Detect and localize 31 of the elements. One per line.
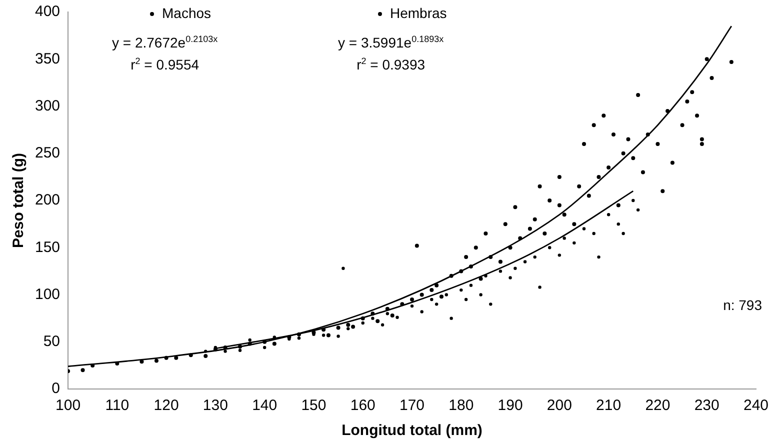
y-tick-label: 100 — [34, 286, 60, 303]
text: y = 3.5991e$^{0.1893x}$ r$^{2}$ = 0.9393 — [338, 34, 444, 72]
legend-label: Hembras — [390, 5, 447, 21]
y-tick-label: 200 — [34, 192, 60, 209]
x-tick-label: 230 — [694, 397, 720, 414]
y-tick-label: 400 — [34, 3, 60, 20]
x-tick-label: 210 — [596, 397, 622, 414]
x-tick-label: 220 — [645, 397, 670, 414]
annotation: n: 793 — [723, 296, 762, 314]
x-tick-label: 170 — [400, 397, 425, 414]
x-tick-label: 150 — [301, 397, 326, 414]
x-tick-label: 110 — [105, 397, 130, 414]
x-tick-label: 190 — [498, 397, 523, 414]
y-tick-label: 150 — [34, 238, 60, 256]
x-tick-label: 160 — [350, 397, 376, 414]
text: y = 2.7672e$^{0.2103x}$ r$^{2}$ = 0.9554 — [112, 34, 218, 72]
y-tick-label: 50 — [43, 333, 60, 350]
x-tick-label: 130 — [202, 397, 228, 414]
x-tick-label: 100 — [56, 397, 81, 414]
x-axis-title: Longitud total (mm) — [342, 422, 482, 440]
x-tick-label: 200 — [546, 397, 572, 414]
x-tick-label: 140 — [252, 397, 278, 414]
x-tick-label: 120 — [154, 397, 179, 414]
y-tick-label: 300 — [34, 97, 60, 114]
legend-label: Machos — [162, 5, 212, 21]
y-tick-label: 250 — [34, 144, 60, 162]
y-axis-title: Peso total (g) — [10, 152, 28, 248]
y-tick-label: 0 — [52, 380, 60, 398]
y-tick-label: 350 — [34, 50, 60, 68]
x-tick-label: 180 — [448, 397, 474, 414]
x-tick-label: 240 — [743, 397, 769, 414]
